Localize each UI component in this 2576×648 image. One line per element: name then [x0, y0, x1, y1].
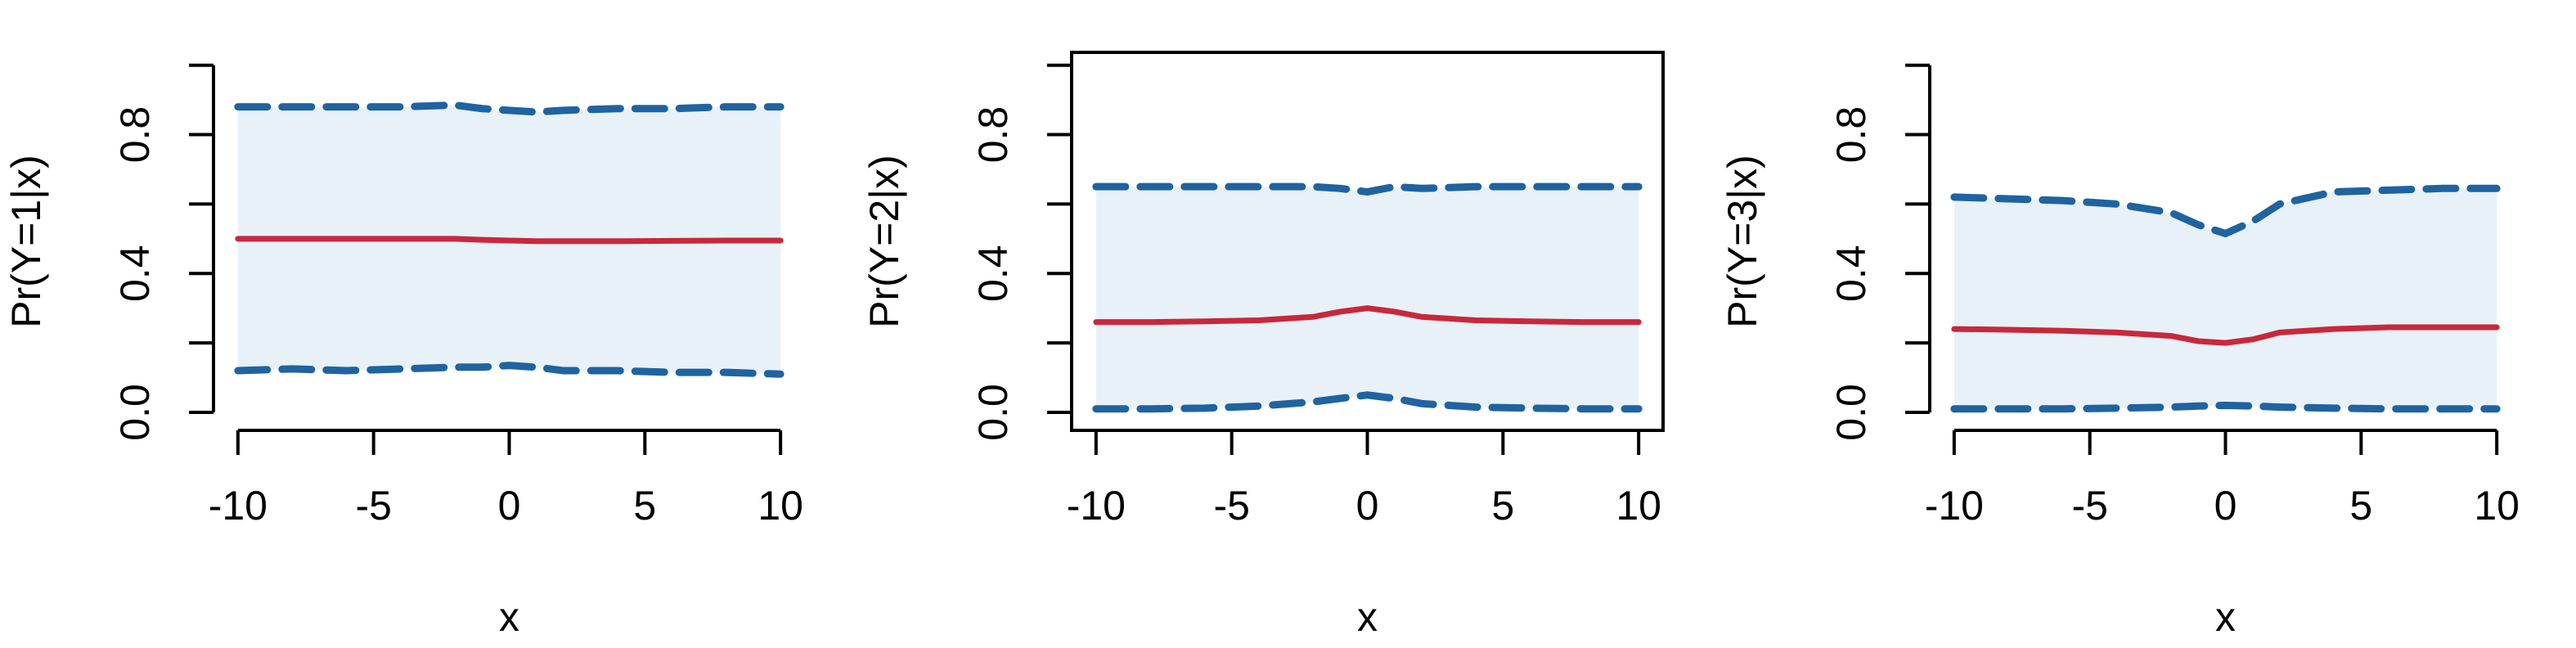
x-tick-label: -5 — [2071, 483, 2107, 529]
confidence-band — [1953, 188, 2497, 409]
x-tick-label: 10 — [758, 483, 803, 529]
mean-line — [1951, 324, 2500, 346]
x-tick-label: -10 — [1067, 483, 1126, 529]
x-tick-label: 5 — [2349, 483, 2372, 529]
x-tick-label: -10 — [1925, 483, 1984, 529]
y-tick-label: 0.8 — [970, 106, 1016, 164]
y-axis-label: Pr(Y=2|x) — [861, 155, 907, 328]
x-tick-label: 0 — [498, 483, 521, 529]
y-tick-label: 0.4 — [1828, 245, 1874, 302]
y-axis-label: Pr(Y=3|x) — [1720, 155, 1765, 328]
bound-line — [234, 101, 784, 116]
x-tick-label: -10 — [209, 483, 267, 529]
confidence-band — [1095, 187, 1639, 409]
x-axis-label: x — [499, 594, 519, 640]
bound-line — [1092, 391, 1643, 413]
y-tick-label: 0.8 — [1828, 106, 1874, 164]
x-tick-label: -5 — [1213, 483, 1249, 529]
mean-line — [1093, 305, 1642, 326]
bound-line — [1950, 401, 2501, 413]
mean-line — [235, 236, 784, 245]
y-tick-label: 0.0 — [1828, 384, 1874, 441]
x-tick-label: 10 — [1616, 483, 1661, 529]
y-tick-label: 0.0 — [970, 384, 1016, 441]
x-tick-label: 10 — [2474, 483, 2520, 529]
x-tick-label: 0 — [2214, 483, 2237, 529]
x-tick-label: 5 — [633, 483, 656, 529]
x-axis-label: x — [2215, 594, 2236, 640]
x-axis-label: x — [1357, 594, 1378, 640]
x-tick-label: 5 — [1491, 483, 1514, 529]
bound-line — [234, 362, 784, 378]
x-tick-label: 0 — [1356, 483, 1379, 529]
y-axis-label: Pr(Y=1|x) — [3, 155, 49, 328]
y-tick-label: 0.8 — [112, 106, 158, 164]
bound-line — [1950, 184, 2501, 238]
y-tick-label: 0.4 — [970, 245, 1016, 302]
x-tick-label: -5 — [355, 483, 391, 529]
bound-line — [1092, 182, 1643, 196]
y-tick-label: 0.0 — [112, 384, 158, 441]
y-tick-label: 0.4 — [112, 245, 158, 302]
